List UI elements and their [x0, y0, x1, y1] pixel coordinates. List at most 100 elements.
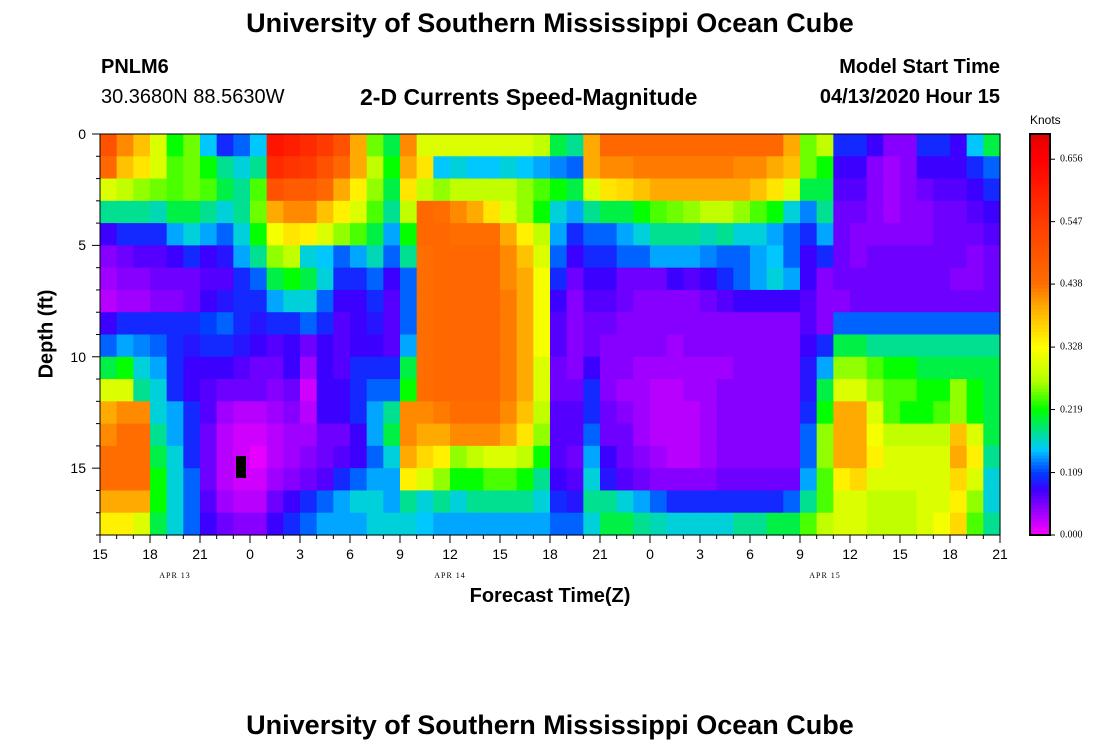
heatmap-cell — [900, 356, 918, 380]
date-label: APR 13 — [159, 571, 191, 580]
heatmap-cell — [983, 200, 1001, 224]
heatmap-cell — [983, 267, 1001, 291]
colorbar-segment — [1030, 504, 1050, 509]
colorbar-segment — [1030, 230, 1050, 235]
heatmap-cell — [583, 156, 601, 180]
heatmap-cell — [333, 356, 351, 380]
heatmap-cell — [100, 223, 118, 246]
heatmap-cell — [550, 423, 568, 447]
heatmap-cell — [633, 423, 651, 447]
heatmap-cell — [100, 289, 118, 313]
colorbar-segment — [1030, 260, 1050, 265]
heatmap-cell — [483, 223, 501, 246]
heatmap-cell — [250, 134, 268, 157]
heatmap-cell — [866, 468, 884, 492]
heatmap-cell — [600, 312, 618, 336]
heatmap-cell — [166, 401, 184, 425]
heatmap-cell — [733, 490, 751, 514]
heatmap-cell — [850, 178, 868, 202]
heatmap-cell — [850, 445, 868, 469]
heatmap-cell — [950, 445, 968, 469]
heatmap-cell — [316, 445, 334, 469]
heatmap-cell — [283, 490, 301, 514]
heatmap-cell — [100, 445, 118, 469]
heatmap-cell — [750, 200, 768, 224]
heatmap-cell — [466, 200, 484, 224]
colorbar-segment — [1030, 214, 1050, 219]
heatmap-cell — [883, 245, 901, 269]
colorbar-segment — [1030, 190, 1050, 195]
heatmap-cell — [733, 401, 751, 425]
heatmap-cell — [733, 512, 751, 536]
heatmap-cell — [783, 356, 801, 380]
heatmap-cell — [283, 334, 301, 358]
heatmap-cell — [900, 178, 918, 202]
heatmap-cell — [116, 223, 134, 246]
heatmap-cell — [633, 490, 651, 514]
heatmap-cell — [350, 512, 368, 536]
heatmap-cell — [316, 512, 334, 536]
heatmap-cell — [683, 245, 701, 269]
heatmap-cell — [450, 445, 468, 469]
heatmap-cell — [216, 223, 234, 246]
heatmap-cell — [550, 267, 568, 291]
heatmap-cell — [950, 490, 968, 514]
heatmap-cell — [833, 200, 851, 224]
heatmap-cell — [333, 512, 351, 536]
heatmap-cell — [516, 289, 534, 313]
heatmap-cell — [800, 445, 818, 469]
heatmap-cell — [500, 512, 518, 536]
heatmap-cell — [566, 200, 584, 224]
heatmap-cell — [916, 200, 934, 224]
heatmap-cell — [750, 156, 768, 180]
heatmap-cell — [500, 423, 518, 447]
heatmap-cell — [716, 401, 734, 425]
heatmap-cell — [550, 178, 568, 202]
heatmap-cell — [150, 468, 168, 492]
heatmap-cell — [500, 223, 518, 246]
heatmap-cell — [950, 289, 968, 313]
heatmap-cell — [716, 312, 734, 336]
heatmap-cell — [166, 512, 184, 536]
heatmap-cell — [783, 490, 801, 514]
heatmap-cell — [116, 334, 134, 358]
heatmap-cell — [683, 289, 701, 313]
heatmap-cell — [900, 223, 918, 246]
colorbar-segment — [1030, 481, 1050, 486]
heatmap-cell — [666, 200, 684, 224]
heatmap-cell — [250, 423, 268, 447]
heatmap-cell — [566, 401, 584, 425]
heatmap-cell — [833, 423, 851, 447]
heatmap-cell — [216, 200, 234, 224]
heatmap-cell — [733, 134, 751, 157]
heatmap-cell — [116, 512, 134, 536]
heatmap-cell — [966, 356, 984, 380]
heatmap-cell — [300, 512, 318, 536]
heatmap-cell — [383, 468, 401, 492]
heatmap-cell — [200, 156, 218, 180]
heatmap-cell — [783, 468, 801, 492]
heatmap-cell — [983, 468, 1001, 492]
heatmap-cell — [883, 468, 901, 492]
heatmap-cell — [750, 490, 768, 514]
heatmap-cell — [133, 178, 151, 202]
heatmap-cell — [750, 267, 768, 291]
heatmap-cell — [400, 468, 418, 492]
heatmap-cell — [450, 423, 468, 447]
heatmap-cell — [583, 289, 601, 313]
heatmap-cell — [650, 134, 668, 157]
heatmap-cell — [866, 200, 884, 224]
heatmap-cell — [500, 245, 518, 269]
heatmap-cell — [600, 134, 618, 157]
heatmap-cell — [333, 334, 351, 358]
heatmap-cell — [283, 245, 301, 269]
heatmap-cell — [766, 379, 784, 402]
heatmap-cell — [666, 267, 684, 291]
heatmap-cell — [700, 200, 718, 224]
heatmap-cell — [316, 468, 334, 492]
heatmap-cell — [116, 401, 134, 425]
heatmap-cell — [316, 134, 334, 157]
heatmap-cell — [800, 200, 818, 224]
heatmap-cell — [916, 245, 934, 269]
heatmap-cell — [833, 512, 851, 536]
